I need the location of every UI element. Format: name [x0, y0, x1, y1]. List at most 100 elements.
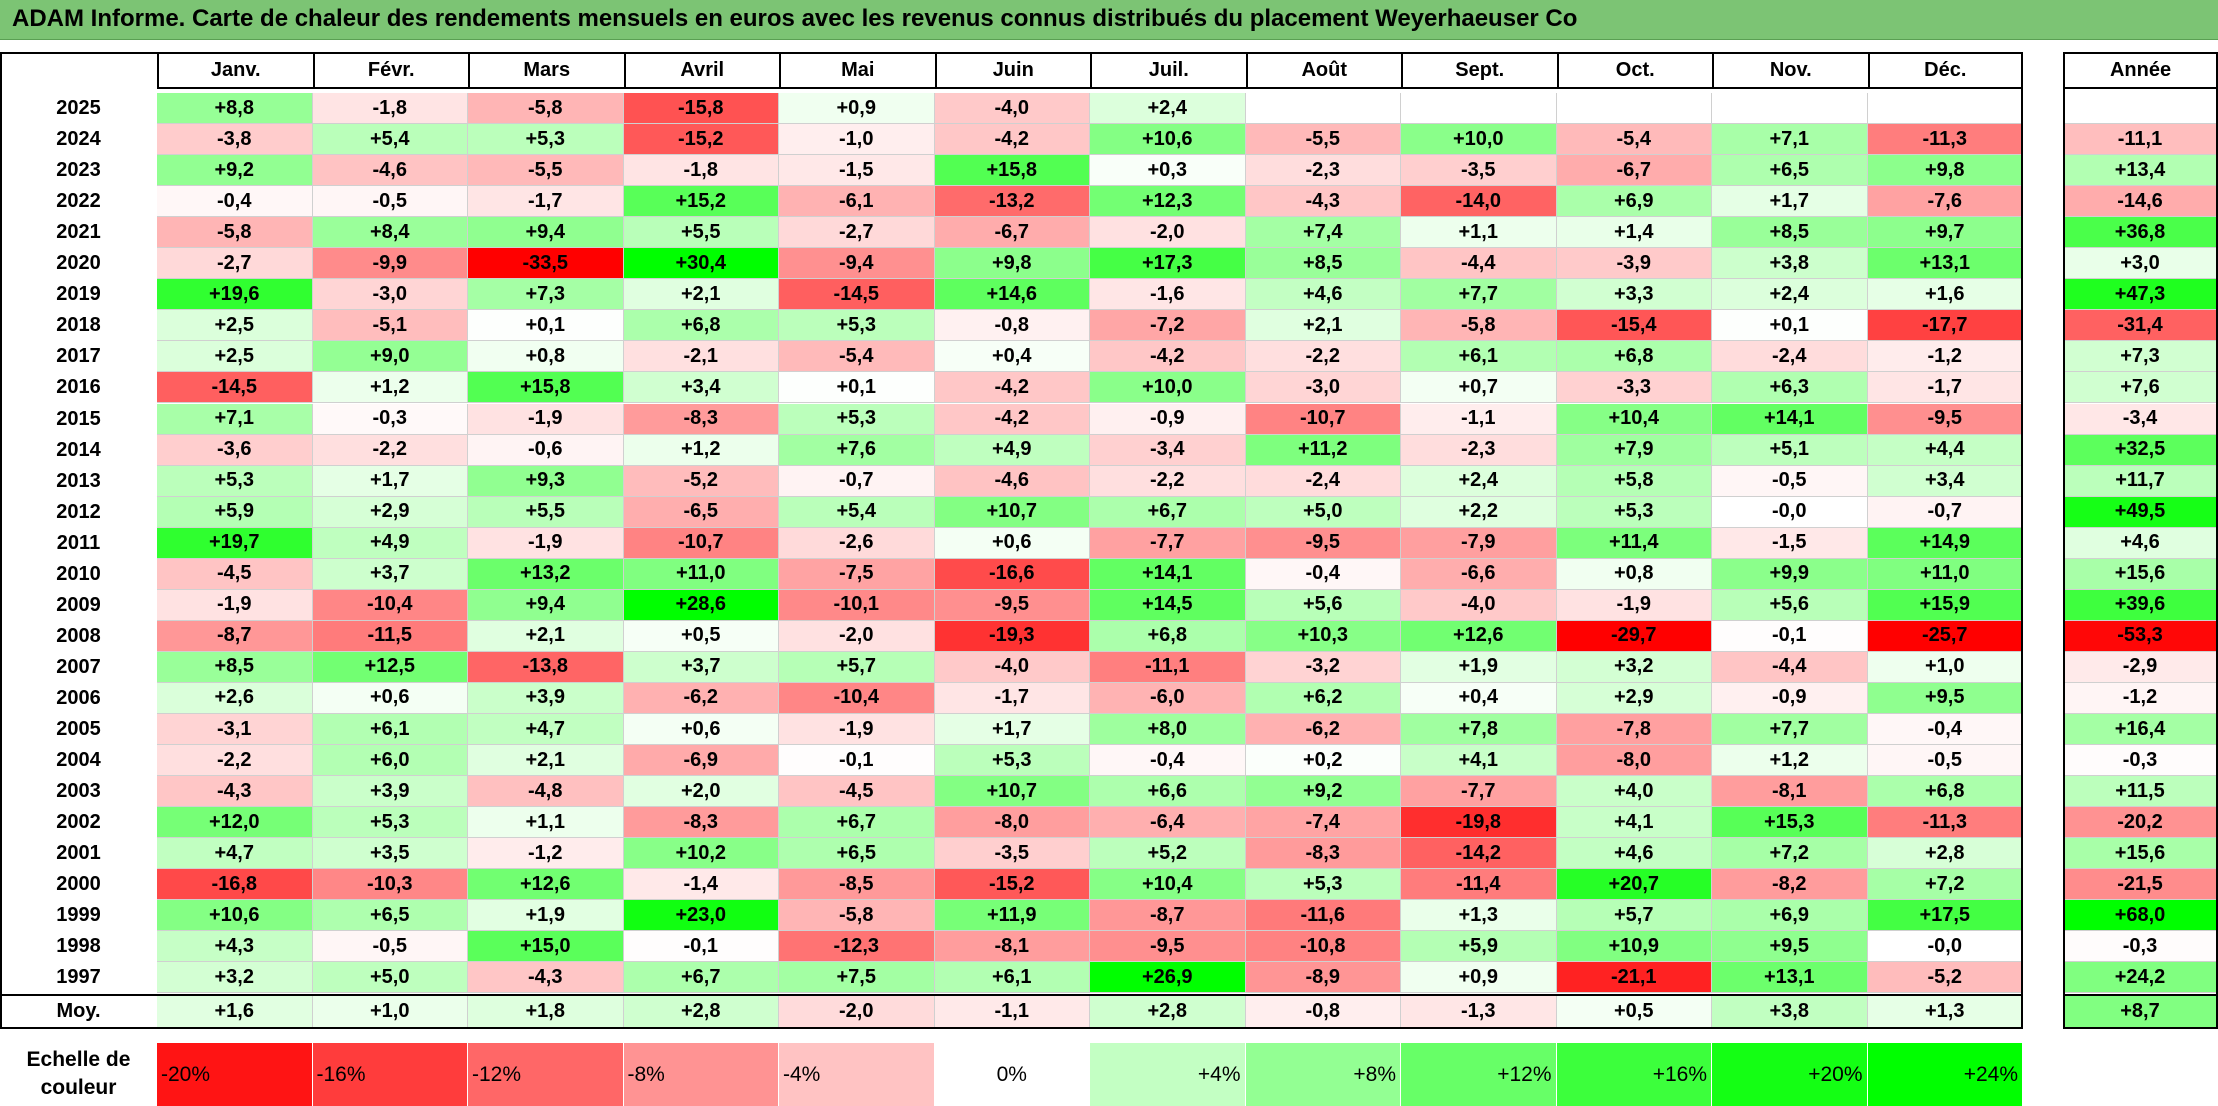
heatmap-cell: +0,9 — [1401, 962, 1557, 994]
heatmap-cell: +1,7 — [934, 714, 1090, 746]
heatmap-cell: +9,3 — [468, 465, 624, 497]
heatmap-cell: -14,5 — [779, 279, 935, 311]
annual-cell: +39,6 — [2063, 589, 2218, 621]
heatmap-cell: -16,8 — [157, 869, 313, 901]
heatmap-cell: +10,6 — [157, 900, 313, 932]
average-cell: +1,8 — [468, 994, 624, 1029]
heatmap-cell: +14,1 — [1712, 403, 1868, 435]
heatmap-cell: -1,2 — [468, 838, 624, 870]
heatmap-cell: -4,3 — [157, 776, 313, 808]
heatmap-cell: +19,7 — [157, 527, 313, 559]
heatmap-cell: -1,1 — [1401, 403, 1557, 435]
heatmap-cell: +8,5 — [1245, 248, 1401, 280]
average-cell: +0,5 — [1556, 994, 1712, 1029]
heatmap-cell: +2,2 — [1401, 496, 1557, 528]
heatmap-cell: -10,1 — [779, 589, 935, 621]
heatmap-cell: +0,1 — [779, 372, 935, 404]
row-year-label: 2005 — [56, 718, 101, 741]
column-header: Oct. — [1556, 52, 1714, 89]
heatmap-cell: -5,8 — [157, 217, 313, 249]
legend-title: Echelle de couleur — [0, 1046, 157, 1102]
average-cell: +2,8 — [1090, 994, 1246, 1029]
heatmap-cell: -1,6 — [1090, 279, 1246, 311]
legend-swatch: -4% — [779, 1043, 935, 1106]
heatmap-cell: -0,4 — [157, 186, 313, 218]
heatmap-cell: +0,8 — [1556, 558, 1712, 590]
heatmap-cell: -0,4 — [1245, 558, 1401, 590]
heatmap-cell: +5,0 — [1245, 496, 1401, 528]
row-year-label: 2019 — [56, 283, 101, 306]
column-header-annual: Année — [2063, 52, 2218, 89]
heatmap-cell: +0,9 — [779, 93, 935, 125]
heatmap-cell: +13,2 — [468, 558, 624, 590]
average-cell: +1,3 — [1867, 994, 2023, 1029]
heatmap-cell: -4,0 — [934, 651, 1090, 683]
heatmap-cell: +7,2 — [1712, 838, 1868, 870]
heatmap-cell: -10,3 — [312, 869, 468, 901]
heatmap-cell: +10,4 — [1090, 869, 1246, 901]
heatmap-cell: +2,1 — [468, 620, 624, 652]
heatmap-cell: +8,0 — [1090, 714, 1246, 746]
heatmap-cell — [1556, 93, 1712, 125]
heatmap-cell: -3,9 — [1556, 248, 1712, 280]
heatmap-cell: -15,8 — [623, 93, 779, 125]
heatmap-cell: -2,2 — [312, 434, 468, 466]
heatmap-cell: -10,8 — [1245, 931, 1401, 963]
heatmap-cell: +5,3 — [468, 124, 624, 156]
heatmap-cell: +7,5 — [779, 962, 935, 994]
heatmap-cell: +9,0 — [312, 341, 468, 373]
row-year-label: 2002 — [56, 811, 101, 834]
heatmap-cell: +6,1 — [1401, 341, 1557, 373]
heatmap-cell: -5,2 — [623, 465, 779, 497]
heatmap-cell: +26,9 — [1090, 962, 1246, 994]
heatmap-cell: +10,4 — [1556, 403, 1712, 435]
heatmap-cell: +12,0 — [157, 807, 313, 839]
heatmap-cell: +6,7 — [623, 962, 779, 994]
heatmap-cell: -3,6 — [157, 434, 313, 466]
annual-cell: -20,2 — [2063, 807, 2218, 839]
heatmap-cell: +2,4 — [1090, 93, 1246, 125]
heatmap-cell: -3,0 — [1245, 372, 1401, 404]
heatmap-cell: +5,8 — [1556, 465, 1712, 497]
heatmap-cell: +3,4 — [623, 372, 779, 404]
heatmap-cell: -6,7 — [934, 217, 1090, 249]
heatmap-cell: +1,2 — [312, 372, 468, 404]
heatmap-cell: +5,2 — [1090, 838, 1246, 870]
heatmap-cell: +0,1 — [1712, 310, 1868, 342]
annual-cell: +7,3 — [2063, 341, 2218, 373]
heatmap-cell: +0,1 — [468, 310, 624, 342]
heatmap-cell: -4,2 — [1090, 341, 1246, 373]
heatmap-cell: +5,3 — [779, 310, 935, 342]
heatmap-cell: +7,4 — [1245, 217, 1401, 249]
heatmap-cell: -2,6 — [779, 527, 935, 559]
heatmap-cell: +14,1 — [1090, 558, 1246, 590]
heatmap-cell: +10,3 — [1245, 620, 1401, 652]
heatmap-cell: +28,6 — [623, 589, 779, 621]
heatmap-cell: +1,7 — [312, 465, 468, 497]
heatmap-cell: -0,4 — [1867, 714, 2023, 746]
heatmap-cell: +19,6 — [157, 279, 313, 311]
row-year-label: 1998 — [56, 935, 101, 958]
heatmap-cell: +2,9 — [1556, 682, 1712, 714]
average-cell: +2,8 — [623, 994, 779, 1029]
row-year-label: 2009 — [56, 593, 101, 616]
heatmap-cell: -9,5 — [1245, 527, 1401, 559]
annual-cell: +3,0 — [2063, 248, 2218, 280]
heatmap-cell: +17,3 — [1090, 248, 1246, 280]
heatmap-cell: +0,6 — [934, 527, 1090, 559]
row-year-label: 2010 — [56, 562, 101, 585]
heatmap-cell: -5,8 — [1401, 310, 1557, 342]
annual-cell: -11,1 — [2063, 124, 2218, 156]
heatmap-cell: +3,9 — [468, 682, 624, 714]
heatmap-cell: +3,5 — [312, 838, 468, 870]
heatmap-cell: +30,4 — [623, 248, 779, 280]
heatmap-cell: -1,0 — [779, 124, 935, 156]
title-bar: ADAM Informe. Carte de chaleur des rende… — [0, 0, 2218, 40]
heatmap-cell: +7,9 — [1556, 434, 1712, 466]
average-cell: +1,6 — [157, 994, 313, 1029]
column-header: Mai — [779, 52, 937, 89]
average-annual-cell: +8,7 — [2063, 994, 2218, 1029]
heatmap-cell: +1,9 — [468, 900, 624, 932]
average-row-rule — [0, 994, 2023, 996]
heatmap-cell — [1867, 93, 2023, 125]
